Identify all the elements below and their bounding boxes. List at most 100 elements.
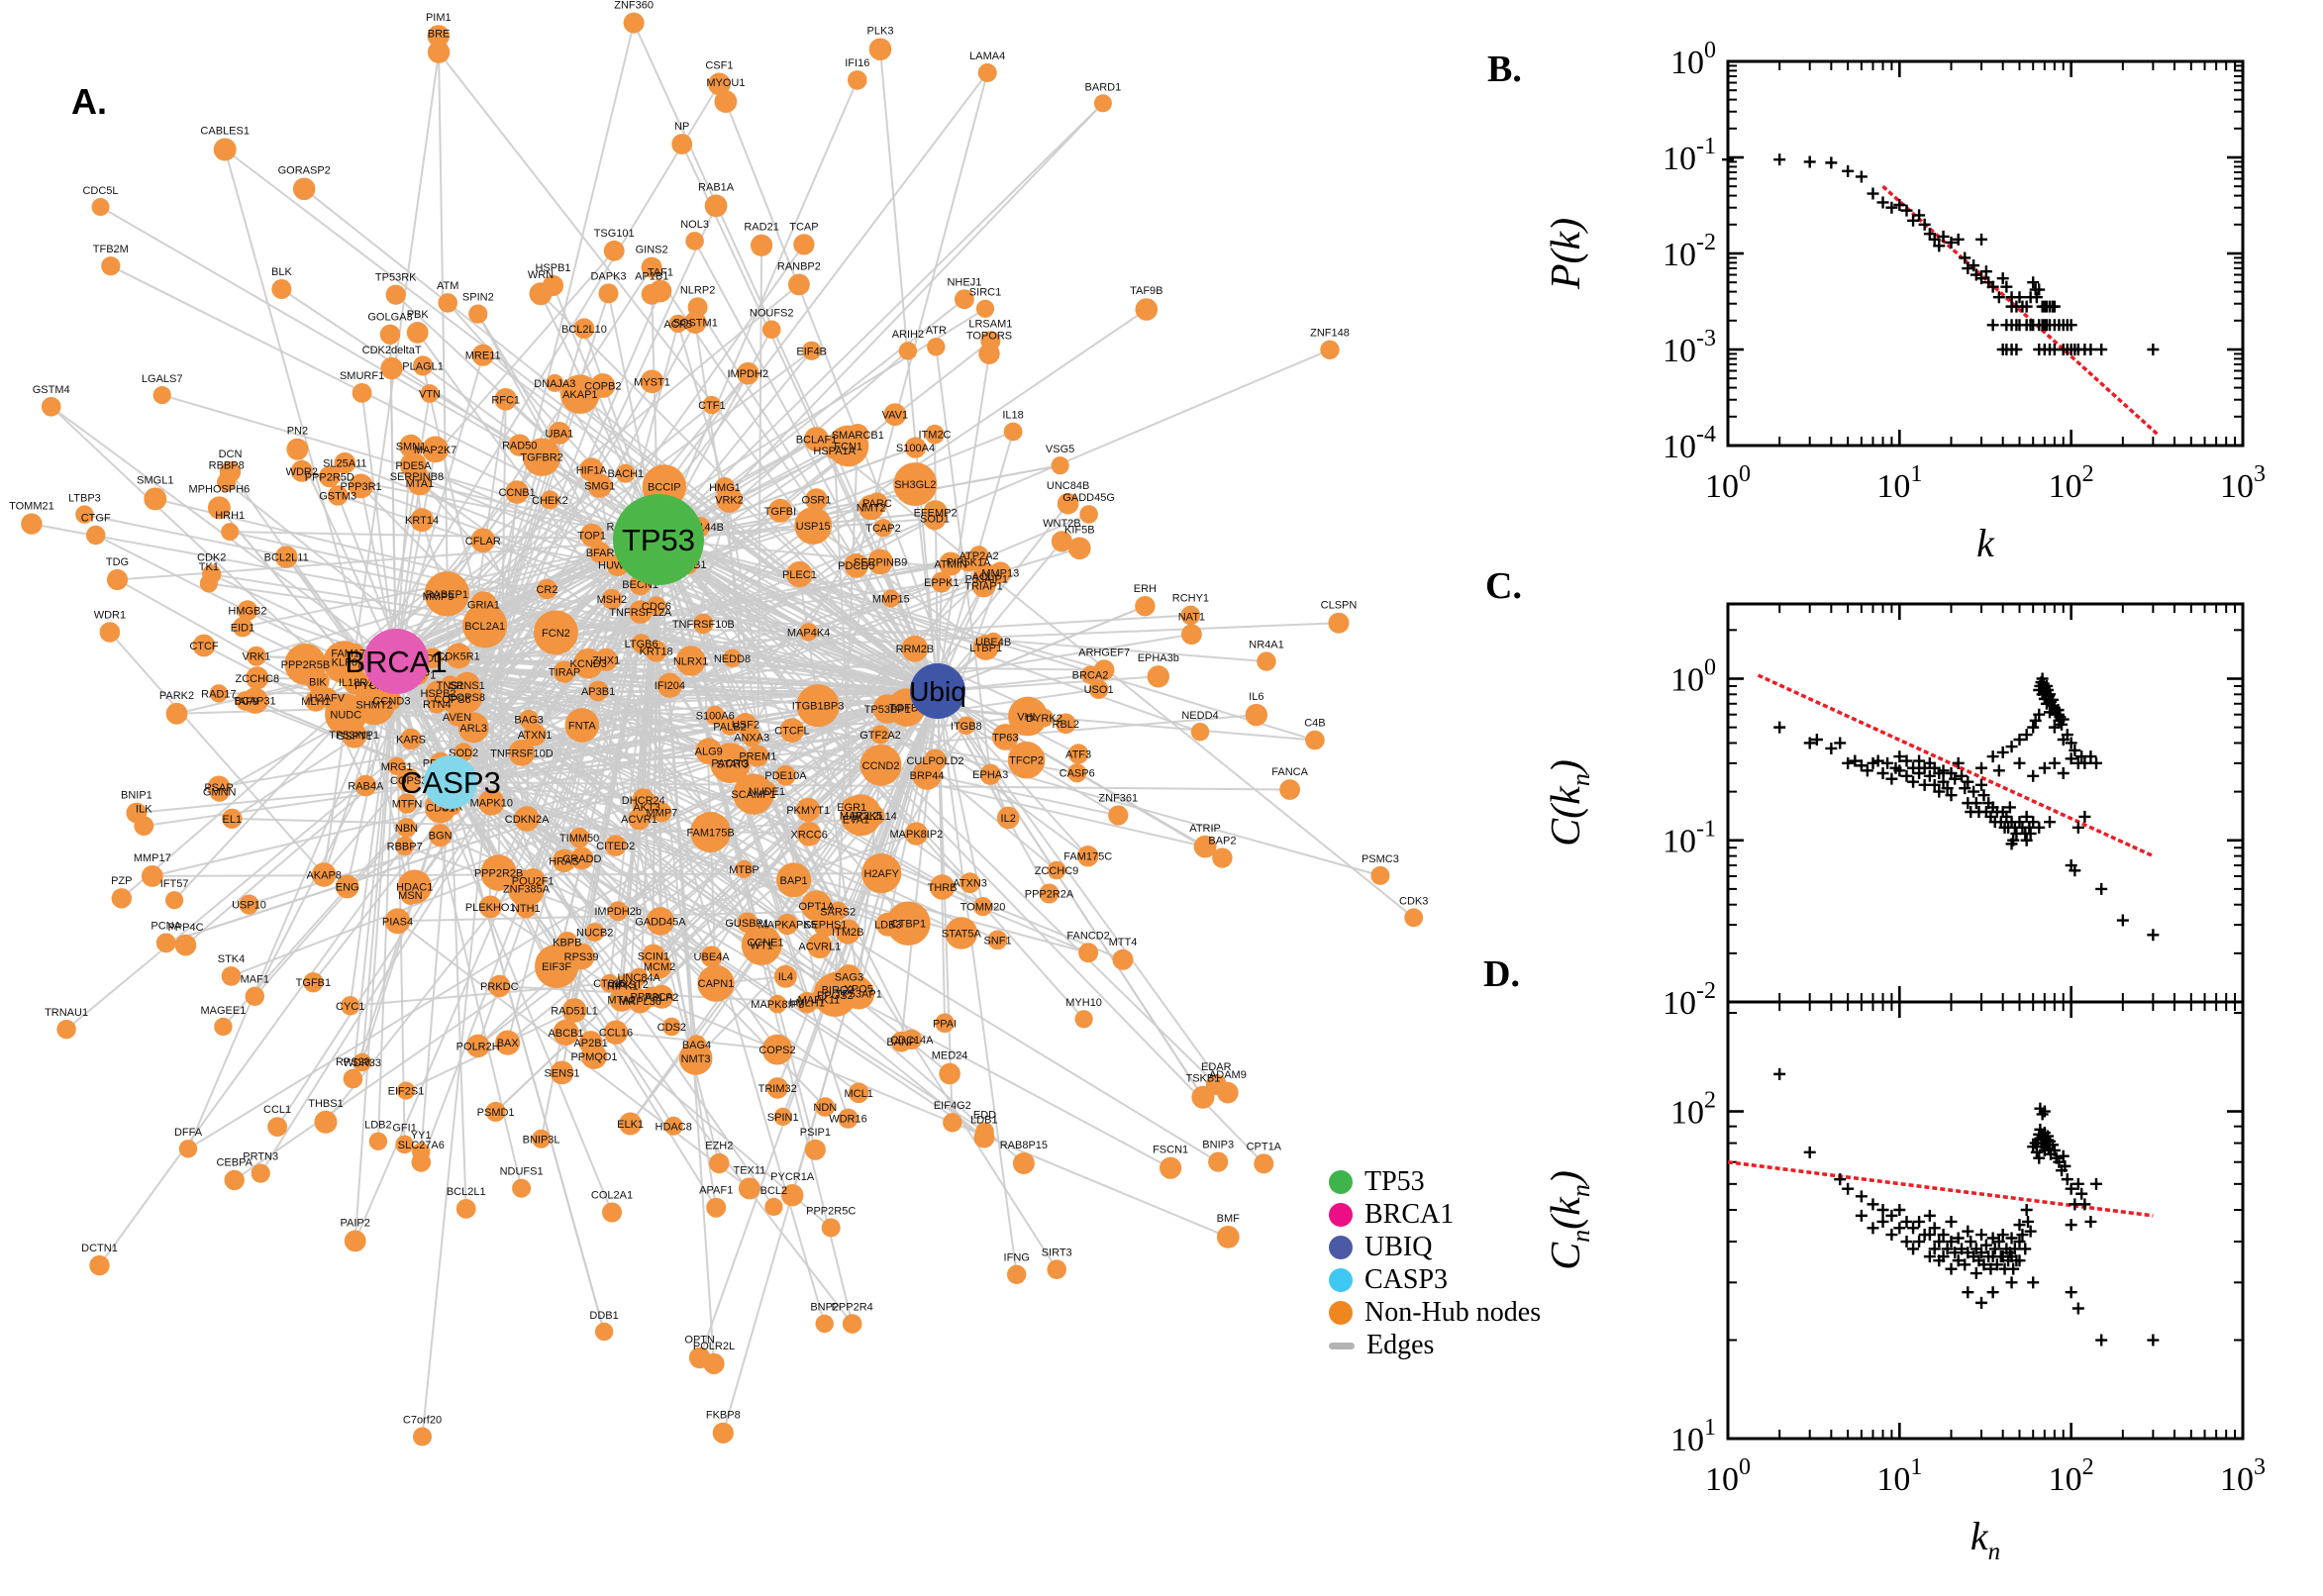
network-node-label: ELK1 <box>617 1119 644 1131</box>
data-point <box>2090 756 2102 769</box>
network-node <box>1135 596 1156 617</box>
network-node <box>737 361 759 385</box>
network-node-label: HIF1A <box>576 464 608 476</box>
network-node-label: COPS6 <box>434 694 470 706</box>
network-node-label: ENG <box>336 882 359 894</box>
network-node-label: BRCA2 <box>1072 670 1109 682</box>
network-node-label: ATM <box>437 280 458 292</box>
network-node <box>671 134 693 154</box>
network-node-label: GUSBP1 <box>725 918 769 930</box>
network-node-label: GADD45A <box>635 917 686 929</box>
network-edge <box>395 660 819 707</box>
data-point <box>2069 744 2081 756</box>
network-node-label: CLSPN <box>1321 600 1358 612</box>
network-node <box>628 807 651 831</box>
network-node <box>334 451 356 474</box>
network-node-label: MRE11 <box>465 350 501 362</box>
network-node-label: MCL1 <box>845 1088 873 1100</box>
data-point <box>2038 1105 2051 1118</box>
data-point <box>2029 714 2042 727</box>
network-node-label: SENS1 <box>544 1067 579 1079</box>
network-node <box>619 1112 643 1136</box>
network-node-label: HRAS <box>549 855 579 867</box>
network-node-label: EPPK1 <box>924 577 959 589</box>
data-point <box>1937 1250 1950 1263</box>
network-node-label: MAPK8IP2 <box>889 829 943 841</box>
network-node <box>319 465 341 488</box>
network-node <box>411 1152 432 1172</box>
data-point <box>2019 1243 2032 1255</box>
network-node-label: ZNF361 <box>1098 793 1138 805</box>
network-node-label: MTBP <box>729 864 759 876</box>
network-node <box>251 1163 270 1183</box>
data-point <box>2084 1215 2097 1228</box>
network-node <box>1077 846 1099 867</box>
network-node <box>535 944 579 989</box>
network-node-label: RCHY1 <box>1172 593 1209 605</box>
network-edge <box>657 539 1089 857</box>
data-point <box>1773 721 1786 734</box>
network-node-label: PBK <box>407 309 430 321</box>
network-node-label: TIRAP <box>549 667 580 679</box>
data-point <box>1842 164 1855 177</box>
network-node <box>354 774 377 797</box>
network-node-label: SPIN2 <box>462 292 494 304</box>
network-node <box>242 687 268 714</box>
axis-label: C(kn) <box>1544 759 1595 847</box>
network-node-label: EVA1 <box>843 815 869 827</box>
network-node-label: KLF6 <box>332 657 357 669</box>
panel-d-label: D. <box>1483 953 1520 995</box>
network-node-label: COPS8 <box>449 692 485 704</box>
network-node-label: IFI204 <box>655 680 685 692</box>
axis-label: kn <box>1970 1514 2000 1565</box>
network-node-label: RAD51L1 <box>551 1006 598 1018</box>
network-node-label: BIRC2 <box>822 985 854 997</box>
network-node-label: LAMA4 <box>969 50 1005 62</box>
network-node-label: HMG1 <box>709 482 741 494</box>
data-point <box>1918 778 1931 791</box>
network-node-label: TP53AP1 <box>836 989 882 1001</box>
network-node <box>602 1202 622 1223</box>
network-node-label: PPAI <box>933 1018 957 1030</box>
network-node <box>144 487 167 511</box>
data-point <box>1986 1232 1999 1245</box>
network-node <box>835 919 860 945</box>
network-node-label: ZCCHC9 <box>1035 865 1079 877</box>
data-point <box>2000 280 2013 293</box>
network-node <box>344 724 365 746</box>
network-node <box>804 427 829 452</box>
network-node-label: CDC14A <box>890 1035 934 1047</box>
network-node-label: HDAC8 <box>656 1121 692 1133</box>
data-point <box>1975 1296 1988 1309</box>
network-node-label: RPS29 <box>336 1056 370 1068</box>
data-point <box>2061 1173 2073 1186</box>
data-point <box>2048 721 2061 734</box>
legend-item: TP53 <box>1329 1166 1541 1197</box>
data-point <box>2147 1334 2160 1347</box>
network-node <box>757 781 777 802</box>
network-node-label: LDB1 <box>970 1115 998 1127</box>
network-node <box>21 513 43 535</box>
network-node <box>646 907 675 936</box>
network-node <box>199 574 218 593</box>
network-node <box>1193 835 1217 858</box>
network-node-label: NEDD4 <box>1181 710 1218 722</box>
network-node-label: BCL2L10 <box>561 324 607 336</box>
data-point <box>1945 236 1958 249</box>
network-node-label: COPS2 <box>758 1045 795 1056</box>
network-node-label: TGFBI <box>764 506 796 518</box>
network-node-label: BCCIP <box>648 482 681 494</box>
network-node-label: RFC1 <box>491 394 520 406</box>
network-node <box>641 256 662 278</box>
data-point <box>1988 1243 2001 1255</box>
network-node-label: TGFB1 <box>296 977 331 989</box>
network-node <box>567 943 595 970</box>
network-node-label: DAPK3 <box>590 271 626 283</box>
network-node-label: BCL2L14 <box>852 811 897 823</box>
data-point <box>2065 1219 2077 1232</box>
network-node-label: IFNG <box>1004 1252 1030 1264</box>
network-node <box>523 723 547 747</box>
network-node <box>354 683 395 726</box>
network-node-label: TAF9B <box>1130 285 1162 297</box>
